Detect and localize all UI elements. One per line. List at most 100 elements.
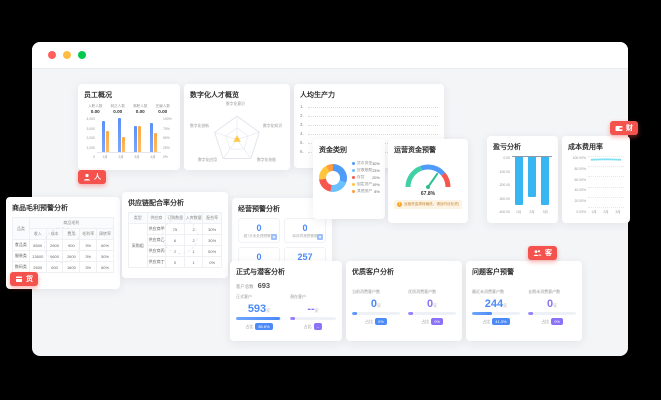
x-axis-labels: 1月 2月 3月 4月 [97,154,161,159]
axis-tick: 20.00% [574,199,587,204]
product-margin-table: 品类 商品毛利 收入 成本 费用 毛利率 周转率 食品类 8500 2600 900 3… [12,217,115,273]
card-title: 优质客户分析 [352,269,394,276]
legend-item[interactable]: 其他资产 8% [352,189,380,194]
metric-value: --家 [307,303,319,315]
badge-finance[interactable]: 财 [610,121,638,135]
metric-column: 长期未消费客户数 0家 占比 0% [528,289,576,325]
metric-column: 优质消费客户数 0家 占比 0% [408,289,456,325]
bar [514,157,523,205]
x-tick: 2月 [603,210,609,214]
gridlines [588,156,624,208]
card-working-capital-gauge: 运营资金预警 67.8% ! 运营资金周转偏低，请及时优化资金配置 [388,139,468,223]
list-item: 1. [300,104,438,109]
hr-bar-group [133,117,141,152]
axis-tick: 75% [163,126,170,131]
bar [101,120,105,152]
card-title: 经营预警分析 [238,206,280,213]
legend-item[interactable]: 应收账款 23% [352,168,380,173]
x-tick: 3月 [134,155,140,159]
axis-tick: 100% [163,117,172,121]
ratio-badge: 0% [431,318,443,325]
metric-value: 0家 [427,298,438,310]
y-axis: 100.00% 80.00% 60.00% 40.00% 20.00% 0.00% [568,156,588,214]
customer-total: 客户总数 693 [236,281,271,290]
x-tick: 3月 [542,210,548,214]
maximize-window-button[interactable] [78,51,86,59]
progress-bar [352,312,400,315]
x-tick: 4月 [150,155,156,159]
metric-column: 潜在客户 --家 占比 -- [290,294,336,330]
hr-stat-value: 0.00 [90,109,100,114]
box-icon [16,276,22,282]
x-tick: 1月 [102,155,108,159]
close-window-button[interactable] [48,51,56,59]
legend-dot [352,183,355,186]
card-hr-overview: 员工概况 入职人数 0.00 转正人数 0.00 离职人数 0.00 在编人数 0.00 4,… [78,84,180,170]
card-quality-customers: 优质客户分析 当前消费客户数 0家 占比 0% 优质消费客户数 0家 占比 0% [346,261,462,341]
axis-tick: 4,000 [86,117,96,121]
hr-bar-group [117,117,125,152]
metric-value: 0家 [547,298,558,310]
hr-stat-value: 0.00 [158,109,168,114]
bar [105,131,109,152]
minimize-window-button[interactable] [63,51,71,59]
x-tick: 3月 [615,210,621,214]
x-tick: 1月 [591,210,597,214]
gauge-chart: 67.8% [405,164,451,197]
hr-bar-group [149,117,157,152]
hr-stat: 转正人数 0.00 [107,104,130,114]
axis-tick: 3,000 [86,126,96,131]
hr-stats-row: 入职人数 0.00 转正人数 0.00 离职人数 0.00 在编人数 0.00 [84,104,174,114]
bar [121,136,125,152]
axis-tick: 80.00% [574,166,587,171]
card-supplier-rate-table: 供应链配合率分析 类型 供应商 订购数量 入库数量 配合率 采购组 供应商甲 75… [122,192,228,278]
legend-item[interactable]: 固定资产 19% [352,182,380,187]
card-title: 正式与潜客分析 [236,269,285,276]
list-item: 2. [300,113,438,118]
legend-item[interactable]: 货币资金 30% [352,161,380,166]
legend-item[interactable]: 存货 20% [352,175,380,180]
hr-stat-label: 在编人数 [155,104,170,108]
alert-tiles: 0 超7天未处理预警数 0 库存异常预警数 0 257 [238,218,326,267]
gauge-alert-banner: ! 运营资金周转偏低，请及时优化资金配置 [394,200,462,209]
progress-bar [408,312,456,315]
gridline [588,206,624,208]
bars-area [97,117,161,153]
column-header: 费用 [62,228,81,240]
badge-people[interactable]: 人 [78,170,106,184]
column-header: 配合率 [202,212,222,224]
bar [153,133,157,152]
column-header: 毛利率 [79,228,98,240]
dotted-leader [308,133,438,135]
list-item: 3. [300,122,438,127]
table-row: 数码类 2600 600 1600 3% 60% [12,261,114,273]
axis-tick: -100.00 [498,169,511,174]
dotted-leader [308,124,438,126]
legend-dot [352,176,355,179]
legend-dot [352,169,355,172]
x-axis-labels: 1月 2月 3月 [588,209,624,214]
card-funds-category: 资金类别 货币资金 30% 应收账款 23% 存货 20% 固定资产 19% 其他资产 8… [313,139,385,219]
hr-stat: 离职人数 0.00 [129,104,152,114]
hr-stat-value: 0.00 [135,109,145,114]
badge-goods[interactable]: 货 [10,272,38,286]
card-digital-talent-radar: 数字化人才概览 数字化意识 数字化知识 数字化技能 数字化应用 数字化创新 [184,84,290,170]
radar-axis-label: 数字化创新 [190,124,209,128]
axis-tick: 25% [163,145,170,150]
axis-tick: 60.00% [574,177,587,182]
supplier-rate-table: 类型 供应商 订购数量 入库数量 配合率 采购组 供应商甲 75 2 30% 供应商乙… [128,212,222,268]
bar [527,157,536,198]
axis-tick: -300.00 [498,196,511,201]
table-row: 供应商丁 0 1 0% [129,256,222,268]
card-title: 资金类别 [319,147,347,154]
card-title: 供应链配合率分析 [128,200,184,207]
wallet-icon [615,126,623,131]
gridline [588,156,624,157]
badge-customer[interactable]: 客 [528,246,557,260]
card-title: 数字化人才概览 [190,92,239,99]
progress-bar [472,312,520,315]
column-header: 供应商 [146,212,167,224]
card-formal-vs-potential-customers: 正式与潜客分析 客户总数 693 正式客户 593家 占比 85.6% 潜在客户 … [230,261,342,341]
metric-value: 593家 [247,303,271,315]
warning-icon: ! [397,202,402,207]
